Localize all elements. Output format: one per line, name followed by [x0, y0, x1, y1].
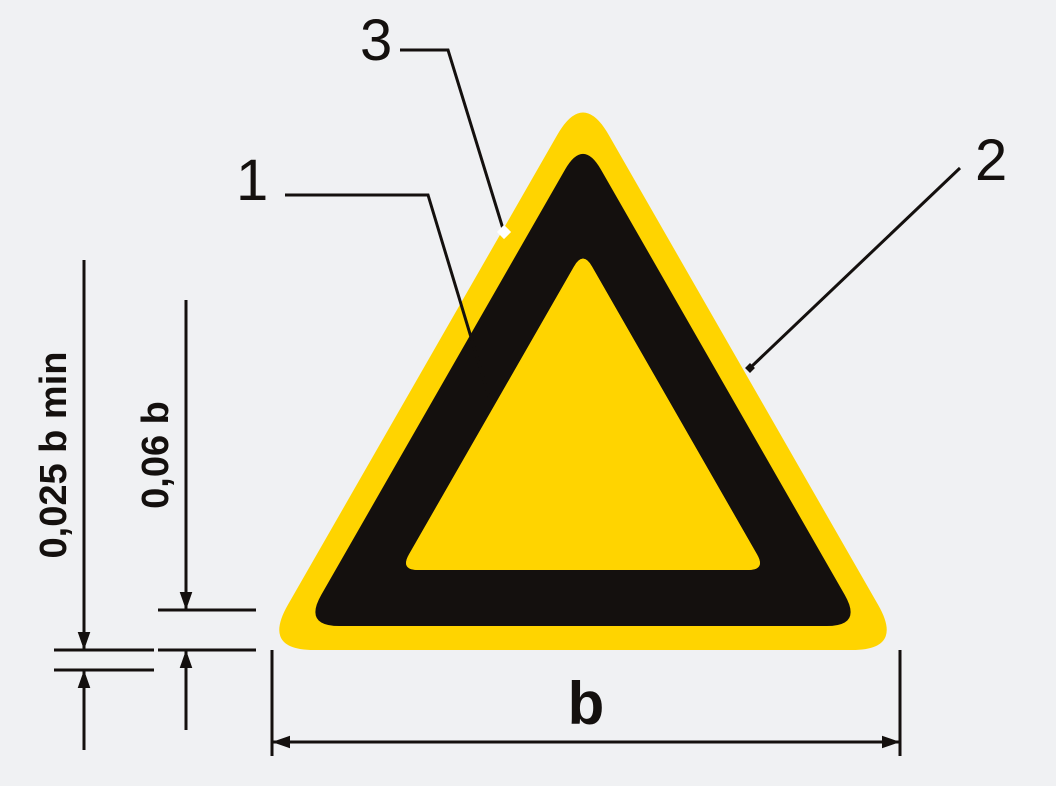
dim-006b-label: 0,06 b: [135, 401, 177, 509]
callout-3-label: 3: [360, 8, 392, 73]
dim-b-label: b: [568, 670, 605, 737]
diagram-stage: b 0,06 b 0,025 b min 1 2 3: [0, 0, 1056, 786]
callout-1-label: 1: [236, 148, 268, 213]
dim-0025bmin-label: 0,025 b min: [33, 352, 75, 559]
callout-2-label: 2: [975, 128, 1007, 193]
